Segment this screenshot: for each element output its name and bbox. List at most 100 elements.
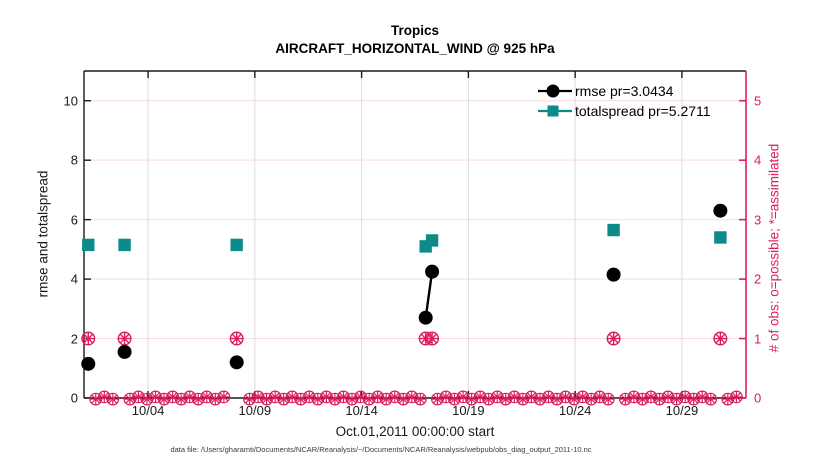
totalspread-point <box>230 238 243 252</box>
obs-zero-marker <box>456 390 470 404</box>
obs-zero-marker <box>473 390 487 404</box>
obs-zero-marker <box>431 392 444 406</box>
obs-zero-marker <box>268 390 282 404</box>
totalspread-point <box>714 231 727 244</box>
obs-zero-marker <box>200 390 214 404</box>
x-tick-label: 10/14 <box>345 403 378 418</box>
legend-label-totalspread: totalspread pr=5.2711 <box>575 102 711 119</box>
totalspread-point <box>607 223 620 237</box>
y-tick-label-left: 4 <box>70 271 78 287</box>
x-tick-label: 10/24 <box>558 403 592 418</box>
obs-zero-marker <box>439 390 453 404</box>
obs-zero-marker <box>311 392 325 406</box>
obs-zero-marker <box>396 392 410 406</box>
obs-zero-marker <box>328 392 342 406</box>
obs-zero-marker <box>678 390 692 404</box>
obs-zero-marker <box>140 392 154 406</box>
totalspread-point <box>82 238 95 252</box>
obs-zero-marker <box>533 392 547 406</box>
y-tick-label-left: 0 <box>70 390 78 406</box>
obs-assimilated-marker <box>81 331 96 346</box>
obs-zero-marker <box>89 392 103 406</box>
totalspread-point <box>425 234 439 247</box>
obs-zero-marker <box>97 390 111 404</box>
obs-assimilated-marker <box>713 331 728 346</box>
obs-zero-marker <box>729 390 743 404</box>
obs-zero-marker <box>217 390 231 404</box>
obs-zero-marker <box>618 392 632 406</box>
obs-zero-marker <box>636 392 649 406</box>
obs-zero-marker <box>695 390 709 404</box>
data-file-note: data file: /Users/gharamti/Documents/NCA… <box>170 445 592 454</box>
obs-zero-marker <box>524 390 538 404</box>
obs-zero-marker <box>499 392 513 406</box>
obs-zero-marker <box>516 392 530 406</box>
obs-zero-marker <box>285 390 299 404</box>
legend-label-rmse: rmse pr=3.0434 <box>575 82 674 99</box>
obs-zero-marker <box>653 392 666 406</box>
obs-zero-marker <box>576 390 590 404</box>
rmse-marker-icon <box>538 84 572 97</box>
y-tick-label-right: 2 <box>754 271 762 287</box>
obs-zero-marker <box>704 392 718 406</box>
obs-zero-marker <box>302 390 316 404</box>
legend: rmse pr=3.0434 totalspread pr=5.2711 <box>538 82 711 119</box>
rmse-point <box>81 356 96 371</box>
obs-zero-marker <box>507 390 521 404</box>
y-tick-label-right: 3 <box>754 212 762 228</box>
obs-zero-marker <box>294 392 308 406</box>
obs-zero-marker <box>251 390 265 404</box>
rmse-line <box>424 271 434 318</box>
x-tick-label: 10/04 <box>131 403 165 418</box>
legend-item-totalspread: totalspread pr=5.2711 <box>538 102 711 119</box>
obs-zero-marker <box>542 390 555 404</box>
obs-zero-marker <box>490 390 504 404</box>
obs-zero-marker <box>413 392 427 406</box>
legend-item-rmse: rmse pr=3.0434 <box>538 82 711 99</box>
obs-zero-marker <box>132 390 145 404</box>
obs-zero-marker <box>183 390 197 404</box>
obs-zero-marker <box>601 392 615 406</box>
obs-zero-marker <box>379 392 393 406</box>
obs-zero-marker <box>337 390 350 404</box>
obs-zero-marker <box>644 390 658 404</box>
y-tick-label-right: 1 <box>754 331 762 347</box>
chart-subtitle: AIRCRAFT_HORIZONTAL_WIND @ 925 hPa <box>275 41 555 56</box>
obs-zero-marker <box>627 390 641 404</box>
rmse-point <box>425 264 440 279</box>
y-tick-label-left: 2 <box>70 331 78 347</box>
x-tick-label: 10/29 <box>665 403 699 418</box>
y-tick-label-left: 10 <box>63 93 78 109</box>
obs-zero-marker <box>405 390 419 404</box>
rmse-point <box>229 355 244 370</box>
obs-assimilated-marker <box>117 331 132 346</box>
obs-zero-marker <box>149 390 162 404</box>
rmse-point <box>117 344 132 359</box>
obs-zero-marker <box>166 390 180 404</box>
obs-assimilated-marker <box>229 331 244 346</box>
y-tick-label-left: 8 <box>70 152 78 168</box>
rmse-point <box>606 267 621 282</box>
x-tick-label: 10/19 <box>452 403 485 418</box>
obs-assimilated-marker <box>425 331 440 346</box>
obs-zero-marker <box>208 392 222 406</box>
obs-zero-marker <box>191 392 205 406</box>
obs-zero-marker <box>661 390 675 404</box>
obs-zero-marker <box>584 392 598 406</box>
y-tick-label-right: 0 <box>754 390 762 406</box>
obs-assimilated-marker <box>606 331 621 346</box>
x-axis-label: Oct.01,2011 00:00:00 start <box>335 424 495 439</box>
obs-zero-marker <box>174 392 188 406</box>
y-tick-label-right: 5 <box>754 93 762 109</box>
obs-zero-marker <box>354 390 367 404</box>
x-tick-label: 10/09 <box>238 403 272 418</box>
obs-zero-marker <box>388 390 402 404</box>
obs-zero-marker <box>371 390 385 404</box>
y-tick-label-right: 4 <box>754 152 762 168</box>
rmse-point <box>713 203 728 218</box>
totalspread-marker-icon <box>538 105 572 116</box>
obs-zero-marker <box>319 390 333 404</box>
totalspread-point <box>118 238 131 252</box>
